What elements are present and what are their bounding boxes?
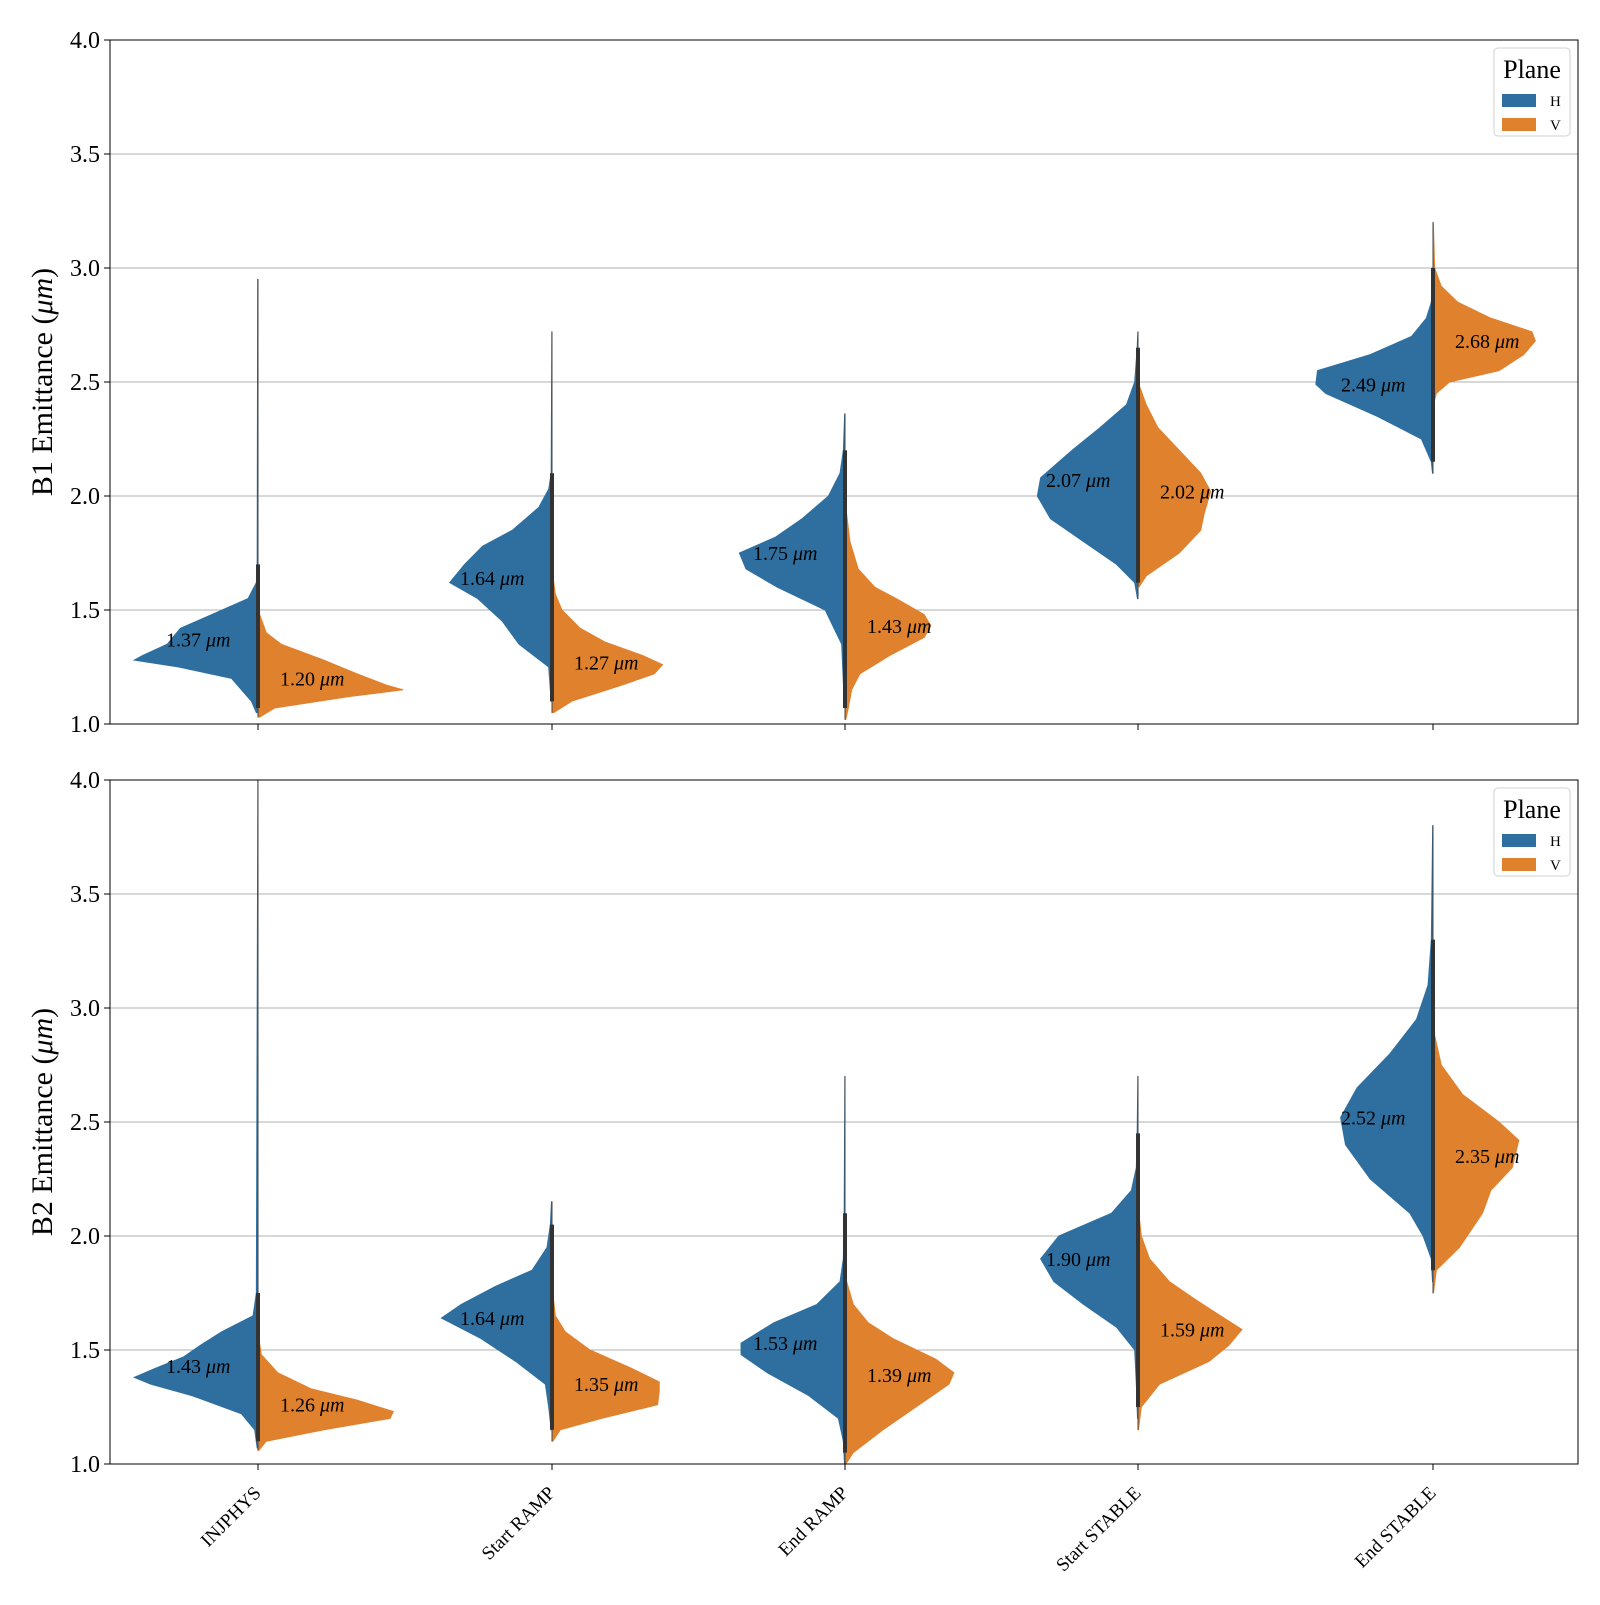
violin-half-v (1432, 221, 1536, 406)
median-annotation: 1.59 μm (1160, 1319, 1224, 1341)
violin-half-v (844, 1281, 955, 1465)
median-annotation: 2.49 μm (1341, 374, 1405, 396)
violin-half-h (1036, 331, 1139, 600)
legend-box (1493, 47, 1571, 137)
y-tick-label: 3.5 (70, 142, 100, 168)
median-annotation: 1.64 μm (460, 568, 524, 590)
legend-swatch-v (1502, 858, 1536, 871)
median-annotation: 1.20 μm (280, 668, 344, 690)
legend-label-h: H (1550, 834, 1561, 850)
violin-half-h (1315, 267, 1434, 474)
violin-half-v (1137, 386, 1212, 588)
legend-label-h: H (1550, 94, 1561, 110)
median-annotation: 2.07 μm (1046, 470, 1110, 492)
axes-frame (109, 39, 1579, 725)
median-annotation: 1.27 μm (574, 652, 638, 674)
y-tick-label: 1.0 (70, 1452, 100, 1478)
violin-half-h (132, 278, 259, 714)
median-annotation: 1.64 μm (460, 1308, 524, 1330)
median-annotation: 1.43 μm (166, 1356, 230, 1378)
median-annotation: 1.90 μm (1046, 1249, 1110, 1271)
x-tick-label: Start RAMP (478, 1483, 560, 1565)
violin-half-h (1340, 825, 1434, 1283)
y-tick-label: 2.5 (70, 1110, 100, 1136)
x-tick-label: Start STABLE (1052, 1483, 1145, 1576)
median-annotation: 1.39 μm (867, 1365, 931, 1387)
y-tick-label: 4.0 (70, 28, 100, 54)
y-axis-label: B1 Emittance (μm) (26, 268, 59, 496)
median-annotation: 2.68 μm (1455, 331, 1519, 353)
y-tick-label: 2.5 (70, 370, 100, 396)
median-annotation: 1.53 μm (753, 1333, 817, 1355)
y-tick-label: 1.5 (70, 598, 100, 624)
violin-half-v (257, 614, 404, 718)
y-tick-label: 3.0 (70, 256, 100, 282)
legend-label-v: V (1550, 858, 1561, 874)
violin-half-h (740, 1075, 846, 1465)
legend-swatch-h (1502, 94, 1536, 107)
y-tick-label: 3.0 (70, 996, 100, 1022)
y-tick-label: 4.0 (70, 768, 100, 794)
legend-label-v: V (1550, 118, 1561, 134)
violin-half-h (738, 413, 846, 702)
median-annotation: 2.52 μm (1341, 1107, 1405, 1129)
median-annotation: 1.26 μm (280, 1395, 344, 1417)
y-tick-label: 3.5 (70, 882, 100, 908)
legend: Plane HV (1493, 47, 1571, 137)
x-tick-label: End RAMP (775, 1483, 853, 1561)
x-tick-label: INJPHYS (197, 1483, 266, 1552)
x-tick-label: End STABLE (1351, 1483, 1441, 1573)
violin-half-v (551, 1292, 660, 1442)
chart-panel-2: 1.0 1.5 2.0 2.5 3.0 3.5 4.0 INJPHYS Start RAMP En… (26, 768, 1579, 1576)
violin-half-h (448, 331, 553, 702)
violin-half-h (1040, 1075, 1139, 1419)
axes-frame (109, 779, 1579, 1465)
legend-title: Plane (1503, 795, 1561, 824)
violin-half-h (132, 779, 259, 1449)
legend-swatch-h (1502, 834, 1536, 847)
y-tick-label: 2.0 (70, 1224, 100, 1250)
y-tick-label: 1.5 (70, 1338, 100, 1364)
median-annotation: 1.75 μm (753, 543, 817, 565)
violin-half-v (844, 506, 932, 720)
y-tick-label: 2.0 (70, 484, 100, 510)
violin-half-v (551, 575, 664, 714)
y-tick-label: 1.0 (70, 712, 100, 738)
y-axis-label: B2 Emittance (μm) (26, 1008, 59, 1236)
chart-panel-1: 1.0 1.5 2.0 2.5 3.0 3.5 4.0 1.37 μm 1.64 μm 1.75 … (26, 28, 1579, 738)
median-annotation: 2.35 μm (1455, 1146, 1519, 1168)
legend-box (1493, 787, 1571, 877)
median-annotation: 1.37 μm (166, 630, 230, 652)
median-annotation: 2.02 μm (1160, 481, 1224, 503)
legend-title: Plane (1503, 55, 1561, 84)
legend-swatch-v (1502, 118, 1536, 131)
median-annotation: 1.43 μm (867, 616, 931, 638)
legend: Plane HV (1493, 787, 1571, 877)
violin-half-h (440, 1201, 553, 1431)
median-annotation: 1.35 μm (574, 1374, 638, 1396)
